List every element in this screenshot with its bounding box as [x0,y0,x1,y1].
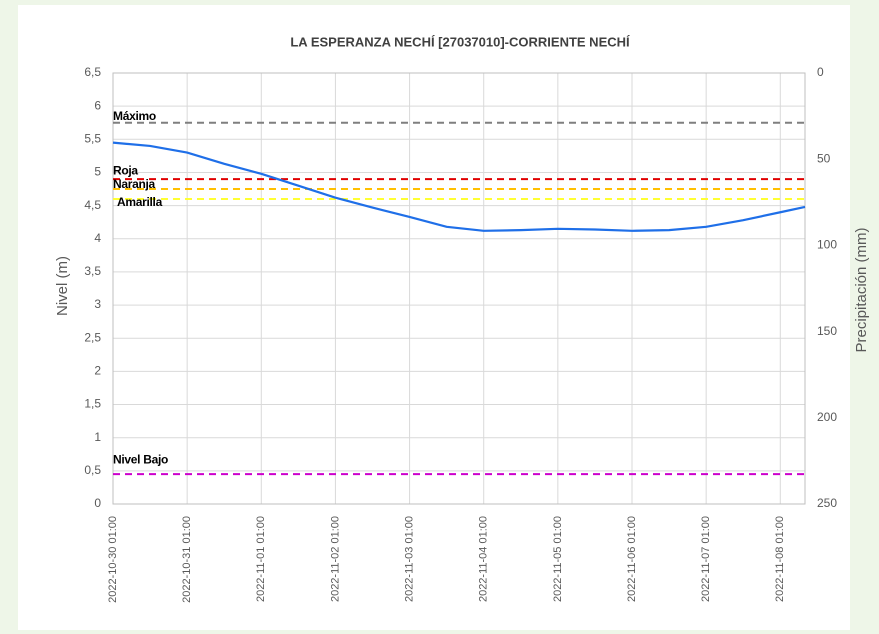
x-tick-label: 2022-11-07 01:00 [700,516,712,602]
threshold-label: Naranja [113,177,156,191]
y-tick-label: 5,5 [84,131,101,145]
y2-tick-label: 0 [817,65,824,79]
threshold-label: Nivel Bajo [113,452,168,466]
x-tick-label: 2022-11-02 01:00 [329,516,341,602]
y-tick-label: 1 [94,430,101,444]
x-tick-label: 2022-11-03 01:00 [403,516,415,602]
threshold-label: Máximo [113,109,156,123]
chart-title: LA ESPERANZA NECHÍ [27037010]-CORRIENTE … [290,34,630,49]
y-axis-label: Nivel (m) [54,256,71,316]
y-tick-label: 6,5 [84,65,101,79]
chart-panel [18,5,850,630]
y-tick-label: 1,5 [84,397,101,411]
x-tick-label: 2022-10-30 01:00 [107,516,119,603]
y-tick-label: 4,5 [84,198,101,212]
y2-tick-label: 200 [817,410,837,424]
y2-axis-label: Precipitación (mm) [853,227,870,352]
series-line [112,141,806,232]
x-tick-label: 2022-10-31 01:00 [181,516,193,603]
plot-border [112,72,806,505]
x-tick-label: 2022-11-06 01:00 [626,516,638,602]
y-tick-label: 4 [94,231,101,245]
threshold-label: Amarilla [117,195,163,209]
x-tick-label: 2022-11-08 01:00 [774,516,786,602]
x-tick-label: 2022-11-01 01:00 [255,516,267,602]
y-tick-label: 3,5 [84,264,101,278]
y2-tick-label: 100 [817,238,837,252]
y-tick-label: 2,5 [84,330,101,344]
y-tick-label: 2 [94,364,101,378]
y2-tick-label: 150 [817,324,837,338]
x-tick-label: 2022-11-05 01:00 [552,516,564,602]
threshold-label: Roja [113,163,138,177]
y2-tick-label: 50 [817,151,831,165]
y-tick-label: 5 [94,165,101,179]
y-tick-label: 6 [94,98,101,112]
y2-tick-label: 250 [817,496,837,510]
x-tick-label: 2022-11-04 01:00 [478,516,490,602]
y-tick-label: 3 [94,297,101,311]
y-tick-label: 0 [94,496,101,510]
y-tick-label: 0,5 [84,463,101,477]
